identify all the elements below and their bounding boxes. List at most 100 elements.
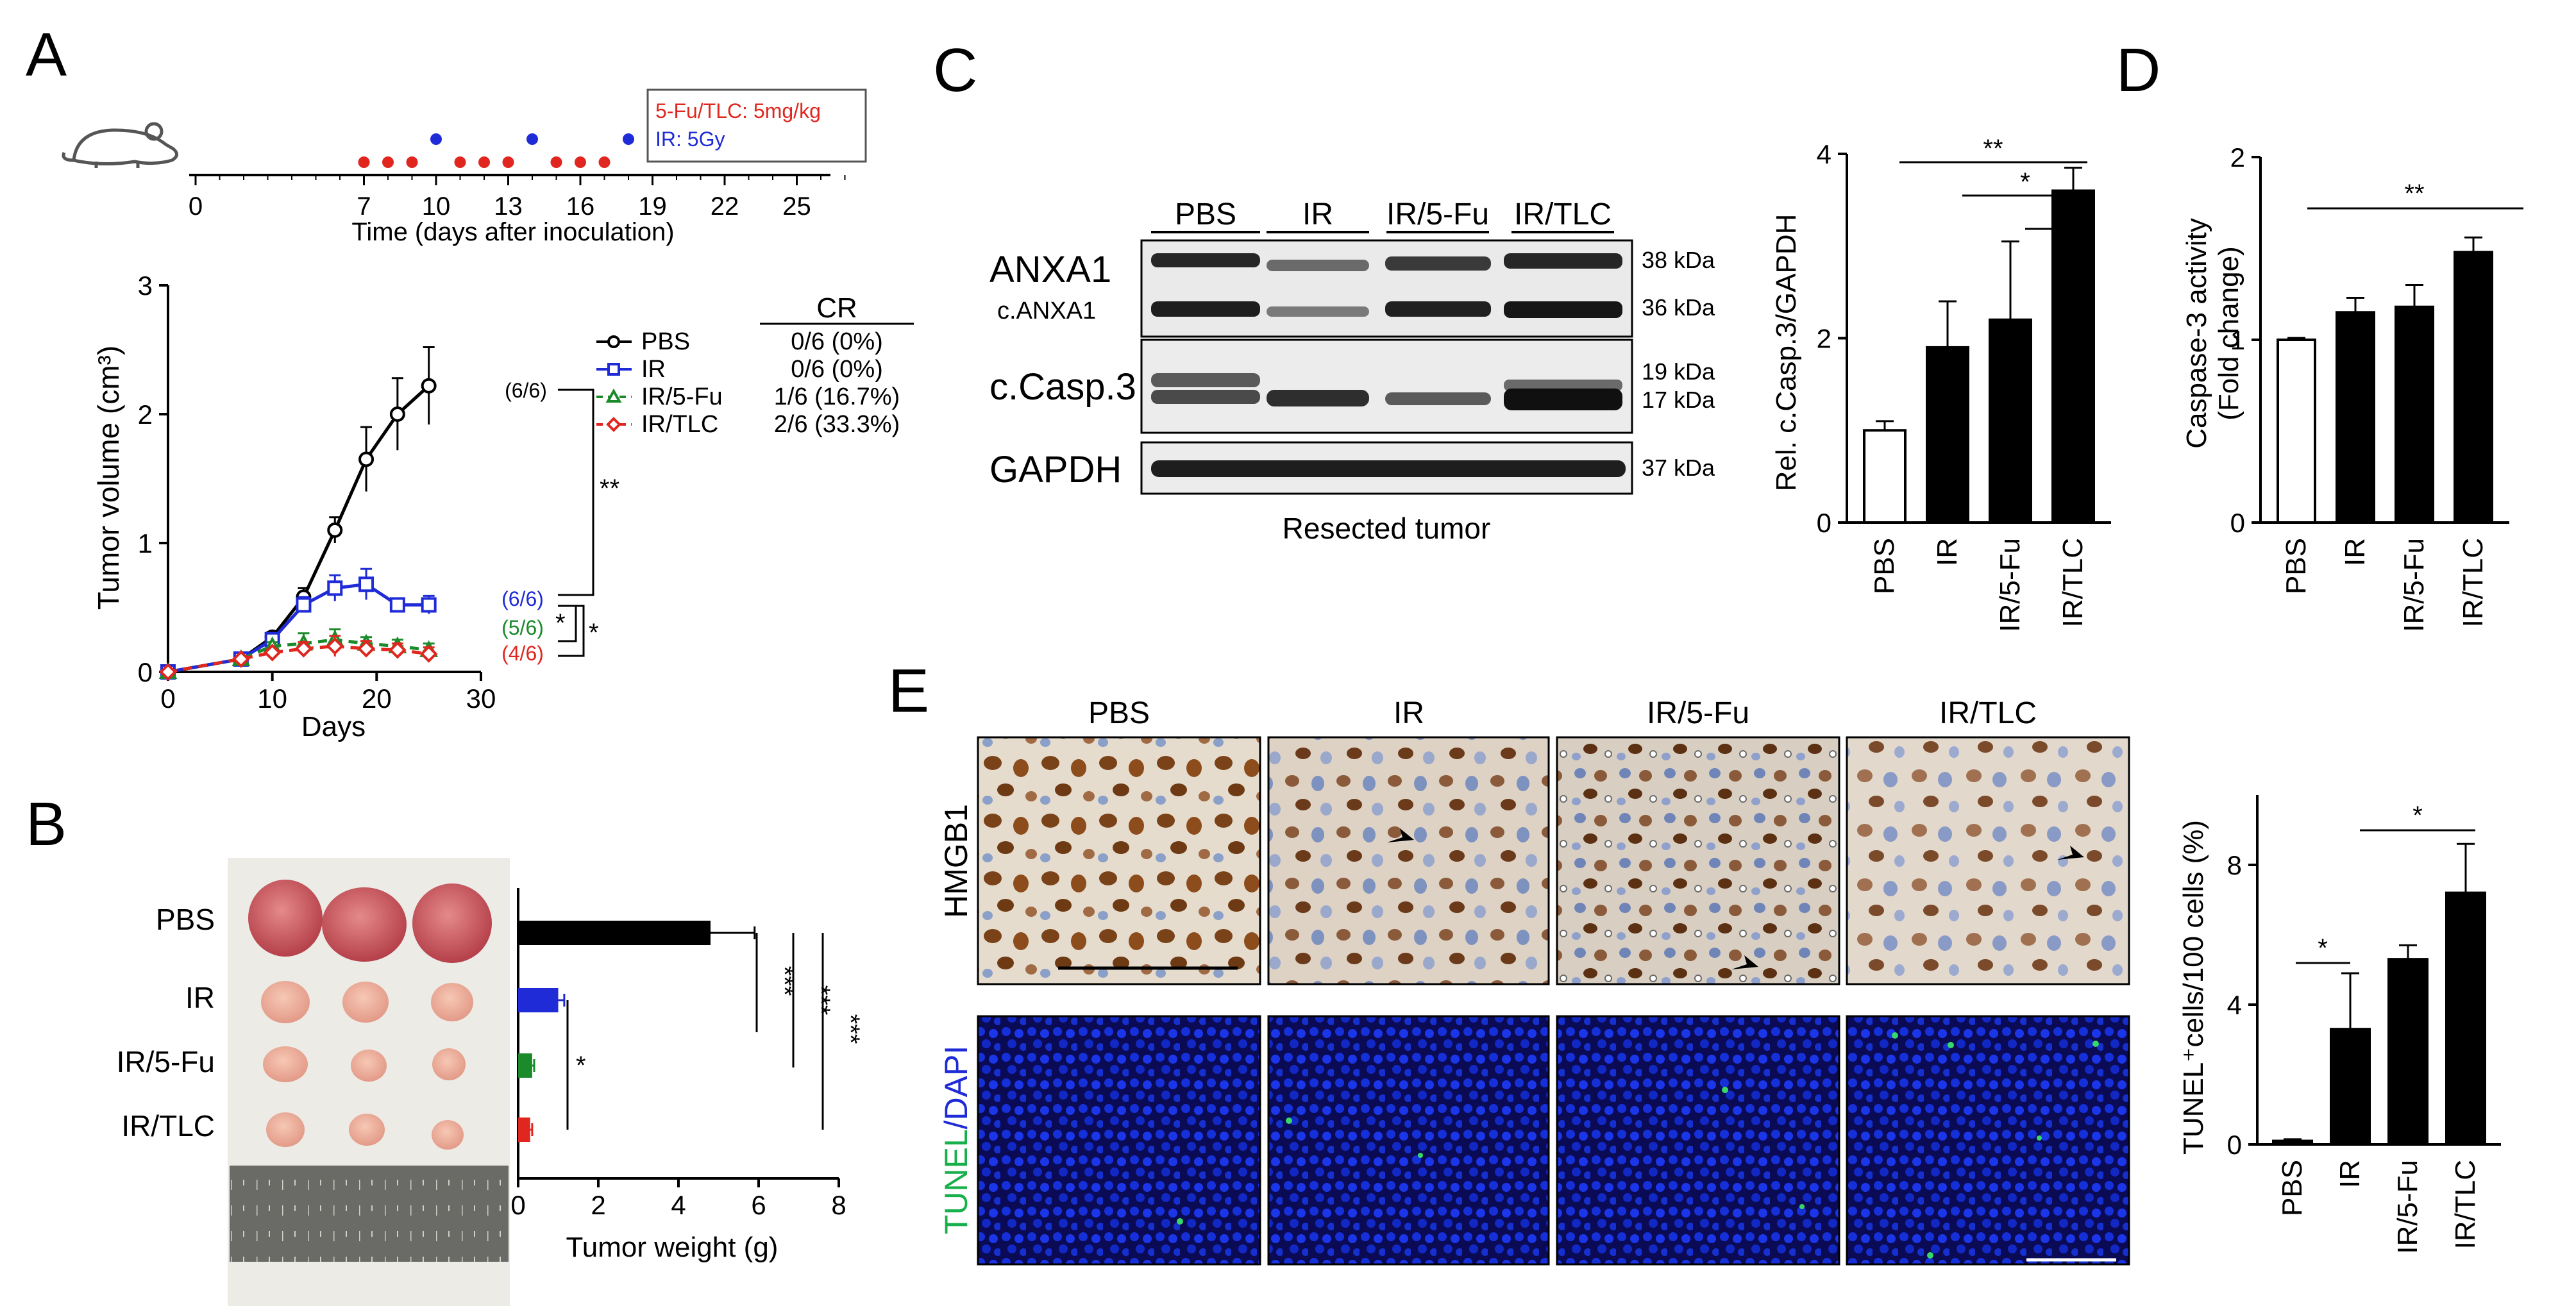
mouse-icon <box>62 122 178 168</box>
histology-column-label: IR <box>1393 696 1424 730</box>
casp3-quant-ylabel: Rel. c.Casp.3/GAPDH <box>1771 214 1802 492</box>
x-tick-label: 0 <box>510 1190 525 1220</box>
end-count-label: (6/6) <box>501 587 544 610</box>
series-pbs <box>160 346 437 680</box>
x-tick-label: 4 <box>671 1190 686 1220</box>
x-tick-label: IR <box>1932 538 1963 566</box>
x-tick-label: IR/5-Fu <box>2392 1160 2423 1254</box>
timeline-tick-label: 0 <box>189 192 203 221</box>
legend-marker <box>607 335 620 348</box>
timeline-tick-label: 22 <box>711 192 739 221</box>
x-tick-label: 2 <box>591 1190 605 1220</box>
data-point <box>327 522 343 538</box>
row-label-dapi: /DAPI <box>938 1046 974 1130</box>
y-tick-label: 4 <box>1817 139 1831 169</box>
sig-c-1: ** <box>1983 135 2003 163</box>
data-point <box>232 650 250 668</box>
tumor-weight-significance: *** *** *** * <box>566 933 864 1130</box>
bar <box>2454 251 2493 524</box>
drug-dose-dot <box>406 156 418 168</box>
band-label-anxa1: ANXA1 <box>989 249 1111 290</box>
tumor-volume-xlabel: Days <box>301 711 366 742</box>
kda-37: 37 kDa <box>1642 455 1715 481</box>
panel-label-e: E <box>888 657 929 725</box>
tumor-row-label: IR/5-Fu <box>117 1045 215 1078</box>
bar <box>518 988 559 1012</box>
band-label-gapdh: GAPDH <box>989 449 1122 490</box>
data-point <box>389 641 407 659</box>
tumor-weight-chart: 0 2 4 6 8 <box>510 888 846 1220</box>
panel-label-b: B <box>26 790 67 858</box>
timeline-dose-markers <box>358 133 634 168</box>
tunel-quant-ylabel: TUNEL⁺cells/100 cells (%) <box>2178 820 2209 1155</box>
x-tick-label: IR <box>2339 538 2371 566</box>
y-tick-label: 0 <box>2230 508 2245 538</box>
y-tick-label: 0 <box>2227 1130 2242 1160</box>
timeline-ticks: 0 7 10 13 16 19 22 25 <box>189 175 846 221</box>
tumor-row-label: IR <box>185 981 215 1014</box>
data-point <box>358 451 375 467</box>
blot-gapdh <box>1140 441 1633 495</box>
sig-b-3: *** <box>836 1014 864 1044</box>
legend-cr-value: 0/6 (0%) <box>791 356 883 383</box>
bar <box>2051 189 2095 524</box>
data-point <box>357 639 375 658</box>
casp3-quant-chart: 0 2 4 PBS IR IR/5-Fu IR/TLC <box>1817 139 2111 632</box>
y-tick-label: 2 <box>1817 324 1831 354</box>
tunel-quant-chart: 0 4 8 PBS IR IR/5-Fu IR/TLC <box>2227 795 2501 1254</box>
y-tick-label: 1 <box>2230 325 2245 355</box>
bar <box>1863 429 1907 524</box>
y-tick-label: 8 <box>2227 850 2242 880</box>
blot-lane-label: IR <box>1302 197 1333 231</box>
timeline-tick-label: 19 <box>638 192 667 221</box>
data-point <box>419 645 438 663</box>
sig-pbs-vs-ir: ** <box>600 474 619 503</box>
data-point <box>327 580 343 596</box>
x-tick-label: IR/5-Fu <box>1994 538 2026 632</box>
panel-label-a: A <box>26 21 67 89</box>
x-tick-label: 30 <box>466 683 496 714</box>
tumor-volume-legend: CR PBS 0/6 (0%) IR 0/6 (0%) IR/5-Fu 1/6 (16.7… <box>596 292 914 438</box>
kda-19: 19 kDa <box>1642 358 1715 385</box>
series-ir <box>160 567 437 680</box>
x-tick-label: IR/TLC <box>2057 538 2089 627</box>
legend-label: IR/TLC <box>641 411 718 438</box>
drug-dose-dot <box>550 156 562 168</box>
drug-dose-dot <box>478 156 490 168</box>
sig-b-2: *** <box>807 985 835 1016</box>
ir-dose-dot <box>526 133 538 145</box>
dose-legend-box <box>646 88 867 163</box>
tumor-volume-end-labels: (6/6) (6/6) (5/6) (4/6) <box>501 379 547 665</box>
sig-c-3: * <box>2051 201 2062 230</box>
timeline-xlabel: Time (days after inoculation) <box>351 218 674 246</box>
x-tick-label: PBS <box>2280 538 2312 594</box>
timeline-tick-label: 25 <box>782 192 811 221</box>
drug-dose-dot <box>454 156 466 168</box>
timeline-tick-label: 13 <box>494 192 523 221</box>
hmgb1-images <box>977 736 2130 985</box>
tumor-row-label: PBS <box>156 903 215 936</box>
legend-label: PBS <box>641 328 690 355</box>
tumor-volume-ylabel: Tumor volume (cm³) <box>92 346 125 610</box>
drug-dose-dot <box>358 156 370 168</box>
blot-caption: Resected tumor <box>1283 512 1491 545</box>
data-point <box>326 637 344 655</box>
end-count-label: (6/6) <box>505 379 547 402</box>
sig-c-2: * <box>2020 168 2030 196</box>
bar <box>1989 318 2032 524</box>
bar <box>518 921 711 945</box>
blot-lane-label: IR/5-Fu <box>1386 197 1489 231</box>
panel-label-d: D <box>2116 36 2160 105</box>
caspase-activity-ylabel-1: Caspase-3 activity <box>2181 218 2212 448</box>
blot-lane-label: PBS <box>1175 197 1236 231</box>
x-tick-label: PBS <box>2277 1160 2308 1216</box>
data-point <box>296 597 312 613</box>
y-tick-label: 0 <box>138 657 153 687</box>
bar <box>518 1118 530 1142</box>
tunel-quant-significance: * * <box>2296 801 2475 964</box>
sig-b-4: * <box>576 1051 586 1080</box>
data-point <box>389 597 405 613</box>
legend-label: IR <box>641 356 666 383</box>
